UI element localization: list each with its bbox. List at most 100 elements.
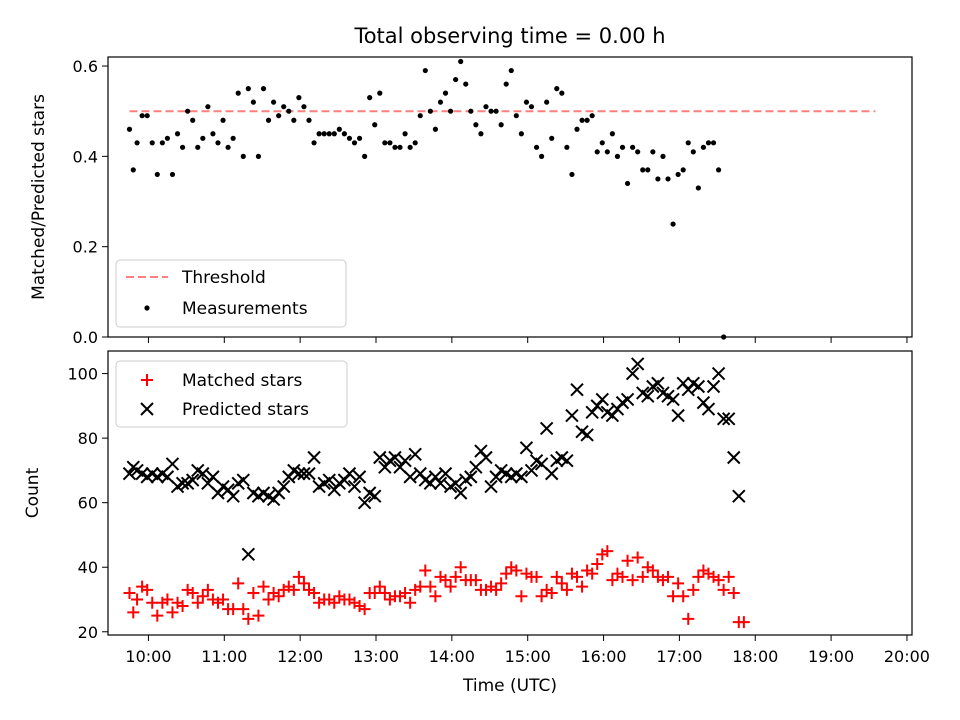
top-y-tick-label: 0.4 bbox=[73, 147, 98, 166]
measurement-point bbox=[210, 131, 216, 137]
matched-star-point bbox=[727, 587, 740, 600]
bottom-legend-box bbox=[115, 360, 348, 428]
measurement-point bbox=[185, 108, 191, 114]
top-axis-ticks: 0.0 0.2 0.4 0.6 bbox=[73, 57, 908, 347]
measurement-point bbox=[301, 104, 307, 110]
predicted-star-point bbox=[701, 402, 716, 416]
predicted-star-point bbox=[691, 379, 706, 394]
matched-star-point bbox=[586, 567, 599, 580]
measurement-point bbox=[139, 113, 145, 119]
predicted-star-point bbox=[539, 421, 554, 436]
measurement-point bbox=[660, 153, 666, 159]
measurement-point bbox=[286, 108, 292, 114]
matched-star-point bbox=[712, 574, 725, 587]
measurement-point bbox=[670, 221, 676, 227]
predicted-star-point bbox=[519, 441, 534, 455]
measurement-point bbox=[609, 131, 615, 137]
matched-star-point bbox=[555, 577, 568, 590]
measurement-point bbox=[205, 104, 211, 110]
predicted-star-point bbox=[226, 489, 240, 503]
measurement-point bbox=[281, 104, 287, 110]
predicted-star-point bbox=[620, 392, 635, 407]
x-tick-label: 16:00 bbox=[580, 647, 626, 666]
matched-star-point bbox=[297, 577, 310, 590]
measurement-point bbox=[291, 117, 297, 123]
predicted-legend-swatch bbox=[140, 402, 154, 416]
x-tick-label: 15:00 bbox=[505, 647, 551, 666]
measurement-point bbox=[680, 167, 686, 173]
matched-star-point bbox=[308, 587, 321, 600]
measurement-point bbox=[690, 149, 696, 155]
measurement-point bbox=[179, 144, 186, 150]
measurement-point bbox=[468, 108, 474, 114]
top-y-tick-label: 0.0 bbox=[73, 328, 98, 347]
matched-star-point bbox=[151, 609, 164, 622]
measurement-point bbox=[265, 117, 272, 123]
predicted-star-point bbox=[241, 547, 256, 562]
measurement-point bbox=[126, 126, 133, 132]
matched-star-point bbox=[191, 596, 204, 609]
matched-star-point bbox=[601, 545, 614, 558]
matched-star-point bbox=[419, 564, 432, 577]
matched-star-point bbox=[692, 570, 705, 583]
measurement-point bbox=[164, 135, 171, 141]
matched-star-point bbox=[292, 570, 305, 583]
predicted-star-point bbox=[175, 476, 190, 491]
predicted-star-point bbox=[580, 428, 594, 442]
matched-star-point bbox=[373, 580, 386, 593]
measurement-point bbox=[336, 126, 342, 132]
measurement-point bbox=[372, 122, 378, 128]
bottom-y-tick-label: 60 bbox=[78, 494, 98, 513]
measurement-point bbox=[539, 153, 545, 159]
predicted-star-point bbox=[322, 473, 336, 487]
matched-star-point bbox=[272, 590, 285, 603]
predicted-star-point bbox=[388, 450, 402, 465]
measurement-point bbox=[700, 144, 707, 150]
matched-star-point bbox=[687, 583, 700, 596]
matched-star-point bbox=[262, 593, 275, 606]
matched-star-point bbox=[469, 574, 482, 587]
matched-star-point bbox=[429, 590, 442, 603]
measurement-point bbox=[432, 126, 439, 132]
matched-star-point bbox=[515, 590, 528, 603]
predicted-star-point bbox=[277, 479, 291, 494]
predicted-star-point bbox=[357, 495, 372, 510]
predicted-star-point bbox=[292, 466, 306, 481]
measurement-point bbox=[599, 140, 605, 146]
matched-star-point bbox=[626, 574, 639, 587]
measurement-point bbox=[306, 117, 312, 123]
predicted-star-point bbox=[185, 473, 200, 487]
measurement-point bbox=[356, 135, 363, 141]
matched-star-point bbox=[737, 616, 750, 629]
measurement-point bbox=[645, 167, 651, 173]
predicted-star-point bbox=[403, 470, 417, 484]
matched-star-point bbox=[449, 570, 462, 583]
matched-star-point bbox=[646, 564, 659, 577]
measurement-point bbox=[559, 90, 565, 96]
top-panel: Total observing time = 0.00 h Matched/Pr… bbox=[29, 24, 913, 347]
measurement-point bbox=[377, 90, 383, 96]
measurement-point bbox=[453, 76, 459, 83]
measurement-point bbox=[614, 153, 621, 159]
measurement-point bbox=[710, 140, 717, 146]
measurement-point bbox=[276, 113, 282, 119]
predicted-star-point bbox=[433, 476, 448, 491]
measurement-point bbox=[564, 144, 570, 150]
predicted-star-point bbox=[352, 470, 367, 484]
predicted-star-point bbox=[716, 412, 731, 426]
measurement-point bbox=[169, 171, 176, 178]
x-tick-label: 10:00 bbox=[125, 647, 171, 666]
matched-star-point bbox=[560, 583, 573, 596]
predicted-star-point bbox=[373, 450, 387, 465]
measurement-point bbox=[685, 140, 691, 146]
bottom-axes-frame bbox=[107, 350, 913, 636]
measurement-point bbox=[650, 149, 656, 155]
measurement-point bbox=[640, 167, 646, 173]
measurement-point bbox=[159, 140, 165, 146]
measurement-point bbox=[174, 131, 181, 137]
measurement-point bbox=[341, 131, 347, 137]
measurement-point bbox=[235, 90, 241, 96]
matched-star-point bbox=[606, 574, 619, 587]
matched-star-point bbox=[123, 587, 136, 600]
matched-star-point bbox=[510, 564, 523, 577]
